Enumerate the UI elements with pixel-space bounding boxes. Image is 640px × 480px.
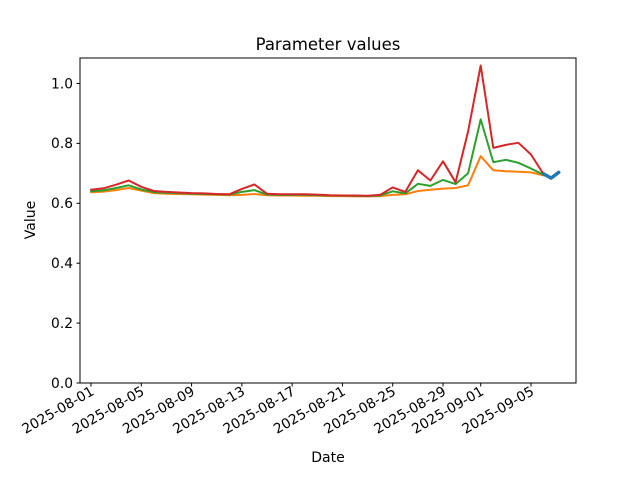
x-axis-label: Date (311, 450, 344, 466)
y-axis-label: Value (23, 201, 39, 239)
plot-area (80, 58, 576, 383)
red-parameter-line (90, 64, 545, 197)
y-tick-label: 0.2 (51, 316, 73, 332)
y-tick-label: 0.4 (51, 256, 73, 272)
y-tick-label: 0.6 (51, 196, 73, 212)
blue-end-marker-line (541, 170, 561, 180)
series-lines (90, 64, 561, 198)
y-axis: 0.0 0.2 0.4 0.6 0.8 1.0 (51, 76, 80, 392)
plot-border (79, 57, 577, 384)
y-tick-label: 0.0 (51, 376, 73, 392)
y-tick-label: 1.0 (51, 76, 73, 92)
chart-title: Parameter values (256, 35, 401, 54)
y-tick-label: 0.8 (51, 136, 73, 152)
